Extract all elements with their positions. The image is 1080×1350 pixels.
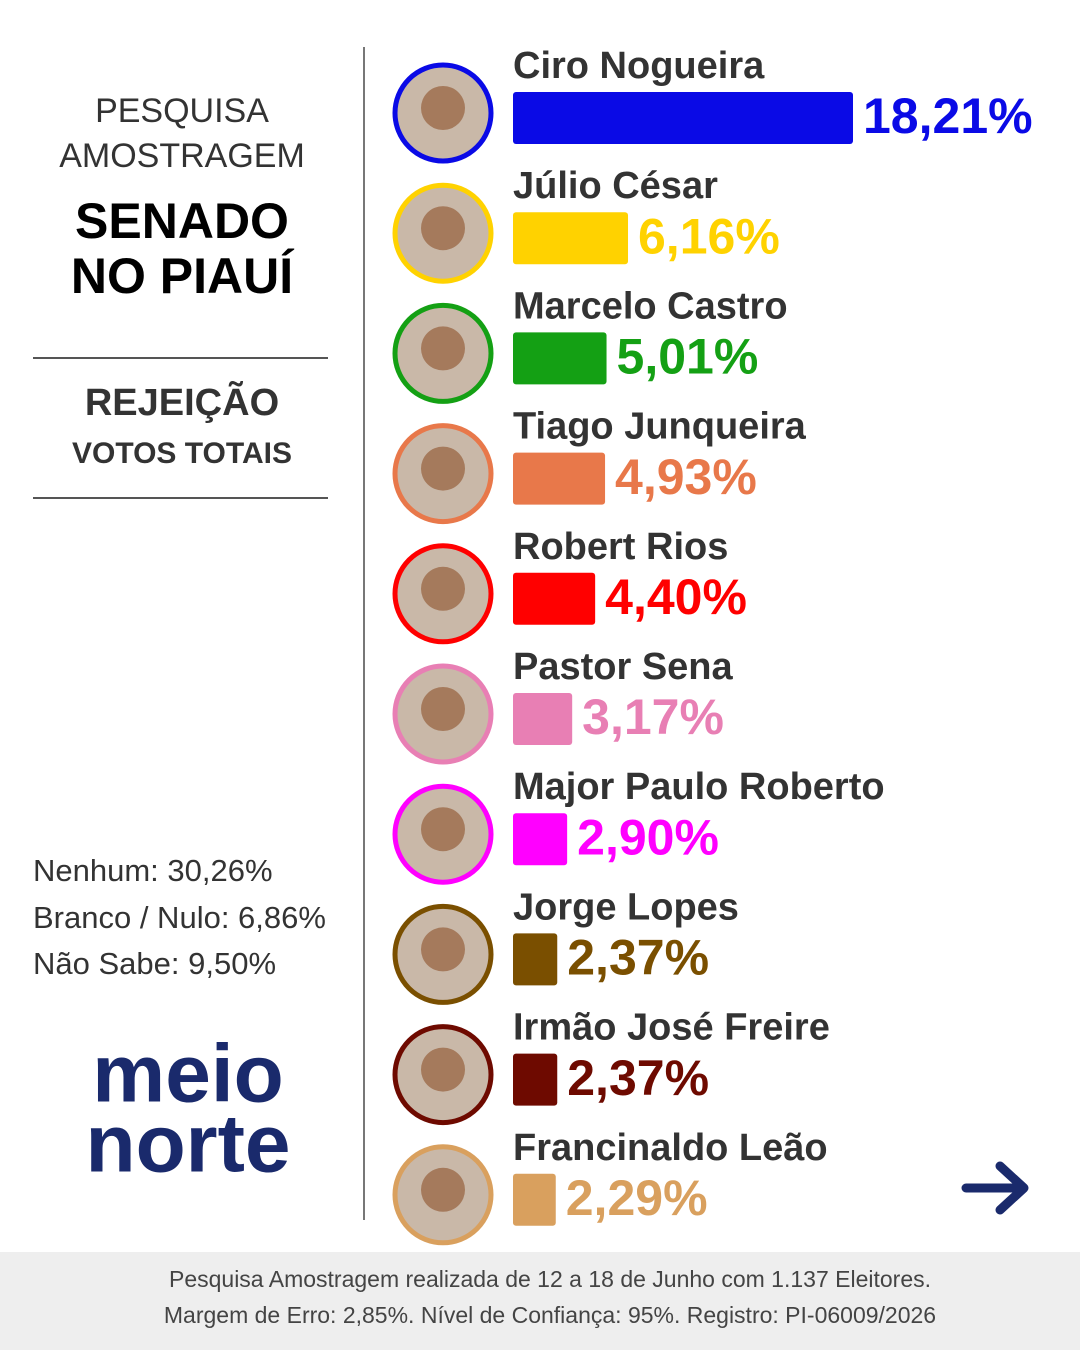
value-label: 2,37% bbox=[567, 930, 709, 986]
headline: NO PIAUÍ bbox=[71, 248, 294, 304]
candidate-name: Irmão José Freire bbox=[513, 1007, 830, 1049]
value-label: 18,21% bbox=[863, 88, 1033, 144]
photo-face bbox=[421, 566, 465, 611]
value-label: 2,29% bbox=[566, 1170, 708, 1226]
value-label: 4,40% bbox=[605, 569, 747, 625]
photo-face bbox=[421, 446, 465, 491]
candidate-name: Júlio César bbox=[513, 165, 718, 207]
value-label: 5,01% bbox=[617, 329, 759, 385]
section-title: REJEIÇÃO bbox=[85, 380, 279, 424]
candidate-name: Major Paulo Roberto bbox=[513, 766, 885, 808]
candidate-name: Tiago Junqueira bbox=[513, 406, 807, 448]
value-label: 2,37% bbox=[567, 1050, 709, 1106]
bar bbox=[513, 813, 568, 866]
bar bbox=[513, 572, 596, 625]
sidebar-title: AMOSTRAGEM bbox=[59, 137, 305, 175]
value-label: 4,93% bbox=[615, 449, 757, 505]
value-label: 6,16% bbox=[638, 208, 780, 264]
value-label: 3,17% bbox=[582, 689, 724, 745]
bar bbox=[513, 452, 606, 505]
photo-face bbox=[421, 206, 465, 251]
other-result: Não Sabe: 9,50% bbox=[33, 946, 276, 981]
logo: norte bbox=[86, 1099, 291, 1190]
section-subtitle: VOTOS TOTAIS bbox=[72, 437, 292, 470]
bar bbox=[513, 933, 558, 986]
sidebar-title: PESQUISA bbox=[95, 92, 269, 130]
bar bbox=[513, 693, 573, 745]
candidate-name: Ciro Nogueira bbox=[513, 45, 765, 87]
value-label: 2,90% bbox=[577, 809, 719, 865]
photo-face bbox=[421, 807, 465, 852]
bar bbox=[513, 1173, 556, 1226]
candidate-name: Pastor Sena bbox=[513, 646, 734, 688]
bar bbox=[513, 332, 607, 385]
next-arrow[interactable] bbox=[961, 1161, 1029, 1215]
bar bbox=[513, 92, 853, 144]
candidate-name: Jorge Lopes bbox=[513, 886, 739, 928]
candidate-name: Robert Rios bbox=[513, 526, 728, 568]
candidate-name: Marcelo Castro bbox=[513, 285, 788, 327]
bar bbox=[513, 1053, 558, 1106]
logo: meio bbox=[92, 1029, 283, 1120]
other-result: Branco / Nulo: 6,86% bbox=[33, 900, 326, 935]
candidate-name: Francinaldo Leão bbox=[513, 1127, 828, 1169]
headline: SENADO bbox=[75, 193, 289, 249]
footer-text: Margem de Erro: 2,85%. Nível de Confianç… bbox=[164, 1302, 936, 1328]
footer-text: Pesquisa Amostragem realizada de 12 a 18… bbox=[169, 1266, 931, 1292]
bar bbox=[513, 212, 629, 265]
photo-face bbox=[421, 1047, 465, 1092]
photo-face bbox=[421, 326, 465, 371]
other-result: Nenhum: 30,26% bbox=[33, 853, 273, 888]
footer-bg bbox=[0, 1252, 1080, 1350]
photo-face bbox=[421, 86, 465, 130]
photo-face bbox=[421, 927, 465, 972]
photo-face bbox=[421, 687, 465, 731]
photo-face bbox=[421, 1167, 465, 1212]
